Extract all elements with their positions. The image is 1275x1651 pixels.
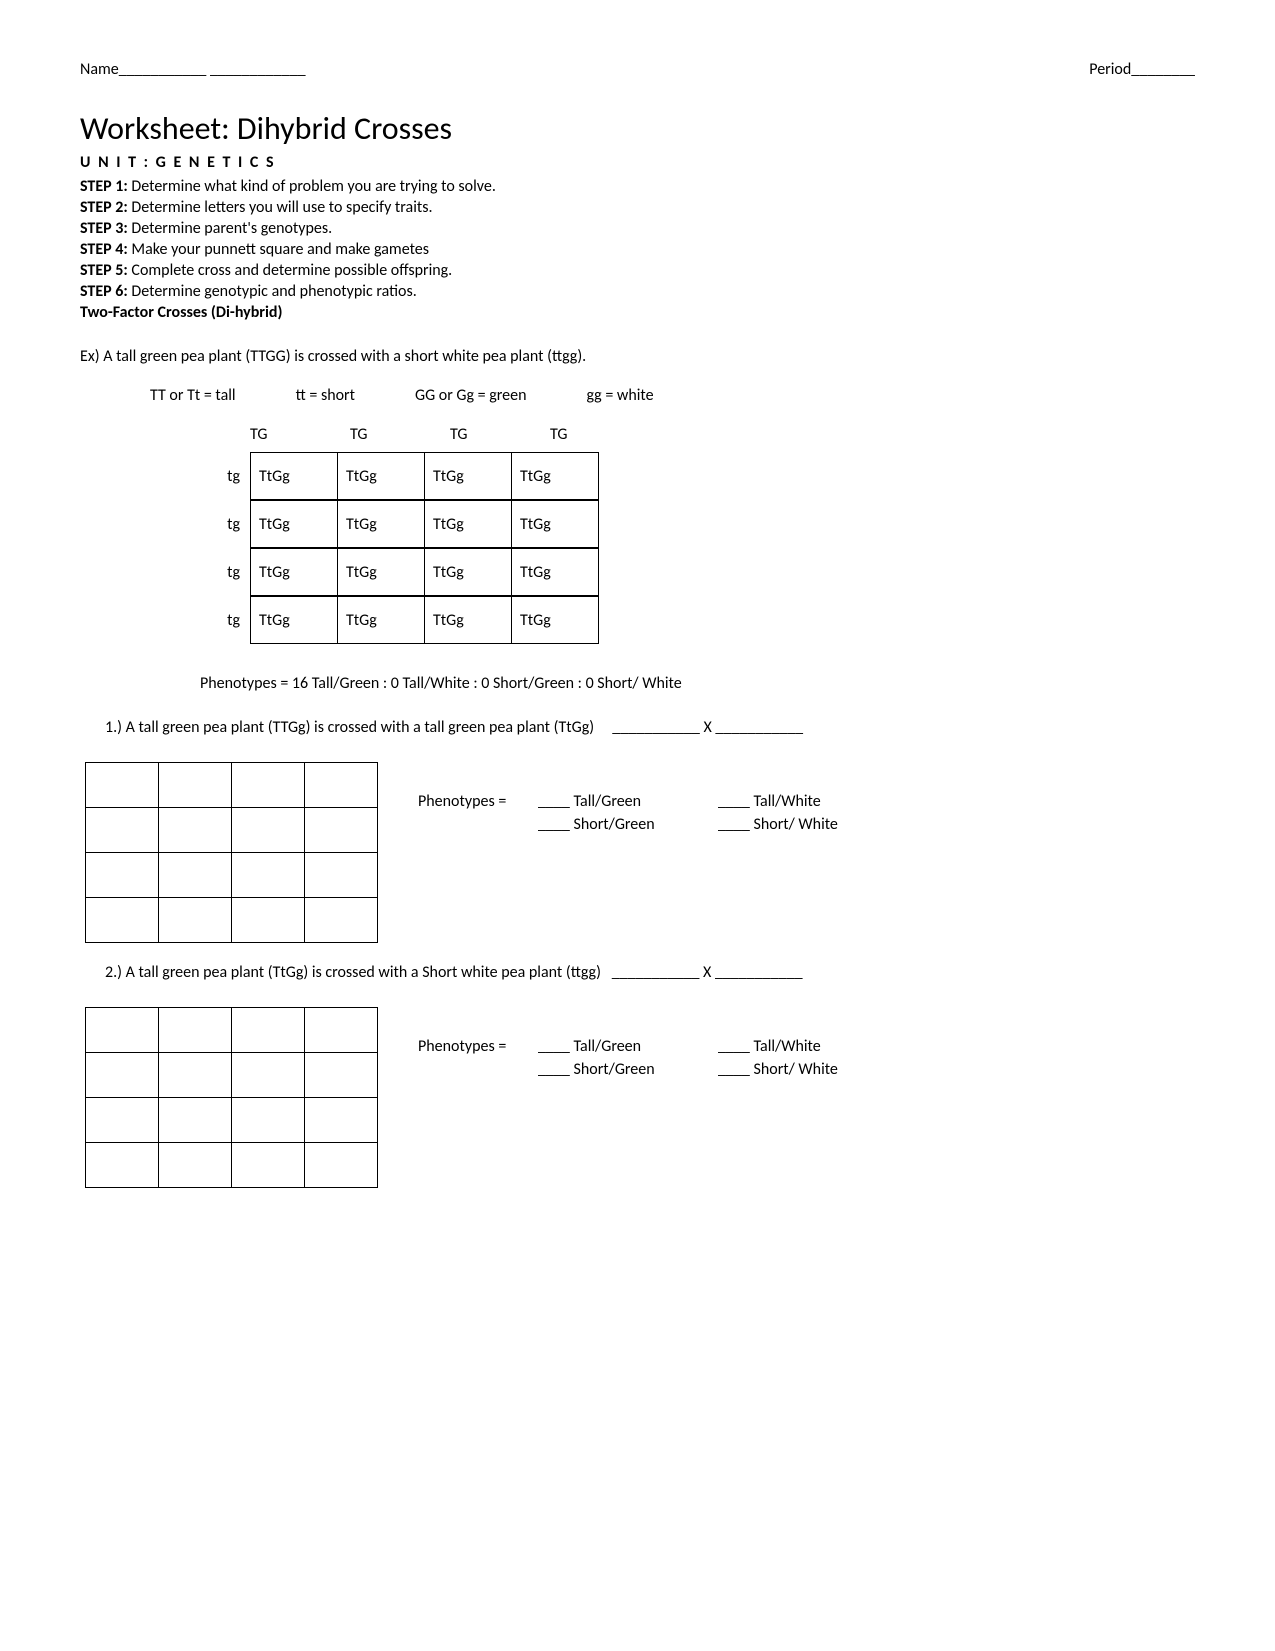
legend-item: TT or Tt = tall [150, 386, 236, 405]
punnett-cell: TtGg [338, 501, 425, 548]
step-3: STEP 3: Determine parent's genotypes. [80, 219, 1195, 238]
punnett-cell: TtGg [425, 597, 512, 644]
example-text: Ex) A tall green pea plant (TTGG) is cro… [80, 347, 1195, 366]
punnett-cell: TtGg [512, 453, 599, 500]
legend-item: tt = short [296, 386, 355, 405]
worksheet-title: Worksheet: Dihybrid Crosses [80, 109, 1195, 148]
name-field: Name___________ ____________ [80, 60, 306, 79]
two-factor-heading: Two-Factor Crosses (Di-hybrid) [80, 303, 1195, 322]
legend-row: TT or Tt = tall tt = short GG or Gg = gr… [150, 386, 1195, 405]
blank-punnett-2 [85, 1007, 378, 1188]
col-header: TG [250, 425, 310, 444]
legend-item: gg = white [586, 386, 653, 405]
punnett-cell: TtGg [512, 597, 599, 644]
phenotype-block-1: Phenotypes = ____ Tall/Green ____ Tall/W… [418, 792, 888, 838]
punnett-cell: TtGg [338, 453, 425, 500]
step-5: STEP 5: Complete cross and determine pos… [80, 261, 1195, 280]
punnett-cell: TtGg [338, 549, 425, 596]
row-header: tg [200, 563, 250, 582]
row-header: tg [200, 611, 250, 630]
step-1: STEP 1: Determine what kind of problem y… [80, 177, 1195, 196]
col-header: TG [350, 425, 410, 444]
step-4: STEP 4: Make your punnett square and mak… [80, 240, 1195, 259]
punnett-cell: TtGg [425, 501, 512, 548]
legend-item: GG or Gg = green [415, 386, 527, 405]
punnett-cell: TtGg [251, 549, 338, 596]
row-header: tg [200, 467, 250, 486]
punnett-cell: TtGg [338, 597, 425, 644]
punnett-cell: TtGg [512, 549, 599, 596]
blank-punnett-1 [85, 762, 378, 943]
punnett-table: TtGg TtGg TtGg TtGg [250, 452, 599, 500]
problem-1: 1.) A tall green pea plant (TTGg) is cro… [105, 718, 1195, 943]
step-2: STEP 2: Determine letters you will use t… [80, 198, 1195, 217]
punnett-cell: TtGg [251, 597, 338, 644]
phenotype-block-2: Phenotypes = ____ Tall/Green ____ Tall/W… [418, 1037, 888, 1083]
col-header: TG [550, 425, 610, 444]
punnett-example: TG TG TG TG tg TtGg TtGg TtGg TtGg tg Tt… [200, 425, 1195, 644]
punnett-cell: TtGg [425, 549, 512, 596]
punnett-cell: TtGg [425, 453, 512, 500]
step-6: STEP 6: Determine genotypic and phenotyp… [80, 282, 1195, 301]
col-header: TG [450, 425, 510, 444]
row-header: tg [200, 515, 250, 534]
unit-label: U N I T : G E N E T I C S [80, 153, 1195, 172]
punnett-cell: TtGg [512, 501, 599, 548]
phenotypes-result: Phenotypes = 16 Tall/Green : 0 Tall/Whit… [200, 674, 1195, 693]
punnett-cell: TtGg [251, 453, 338, 500]
period-field: Period________ [1089, 60, 1195, 79]
punnett-cell: TtGg [251, 501, 338, 548]
problem-2: 2.) A tall green pea plant (TtGg) is cro… [105, 963, 1195, 1188]
